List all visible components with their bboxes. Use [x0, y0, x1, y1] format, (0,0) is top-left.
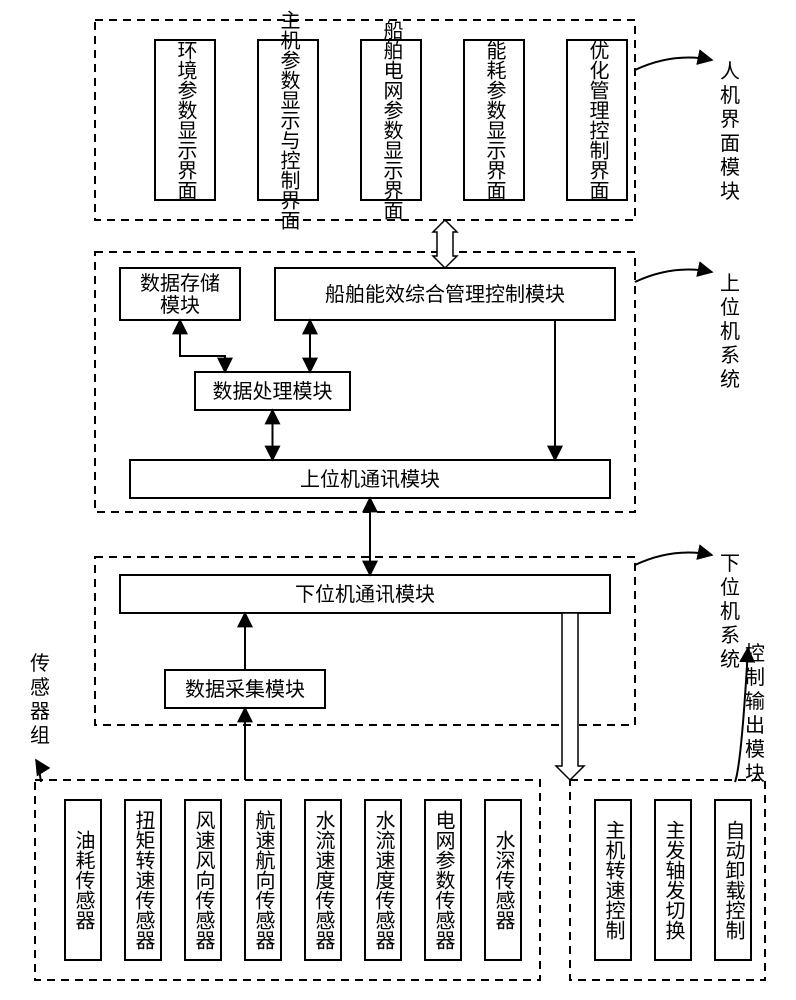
- svg-text:块: 块: [745, 762, 765, 785]
- sensor-label-3: 航速航向传感器: [252, 810, 275, 950]
- svg-text:机: 机: [720, 84, 740, 107]
- control-label-1: 主发轴发切换: [662, 820, 685, 940]
- svg-text:系: 系: [720, 344, 740, 367]
- svg-text:组: 组: [30, 724, 50, 747]
- control-label-0: 主机转速控制: [602, 820, 625, 940]
- svg-text:出: 出: [745, 714, 765, 737]
- data-storage-label: 模块: [160, 294, 200, 317]
- control-label-2: 自动卸载控制: [722, 820, 745, 940]
- hmi-item-label-3: 能耗参数显示界面: [483, 40, 506, 200]
- upper-comm-label: 上位机通讯模块: [300, 468, 440, 491]
- data-proc-label: 数据处理模块: [213, 380, 333, 403]
- system-diagram: 环境参数显示界面 主机参数显示与控制界面 船舶电网参数显示界面 能耗参数显示界面 优化管…: [0, 0, 796, 1000]
- svg-text:块: 块: [720, 180, 740, 203]
- sensor-group-frame: [35, 780, 540, 980]
- svg-text:统: 统: [720, 648, 740, 671]
- sensor-label-1: 扭矩转速传感器: [132, 810, 155, 950]
- hmi-item-label-4: 优化管理控制界面: [586, 40, 609, 200]
- data-acq-label: 数据采集模块: [185, 678, 305, 701]
- sensor-label-7: 水深传感器: [492, 830, 515, 930]
- svg-text:输: 输: [745, 690, 765, 713]
- hmi-item-label-1: 主机参数显示与控制界面: [277, 10, 300, 230]
- svg-text:面: 面: [720, 133, 740, 155]
- svg-text:模: 模: [720, 156, 740, 179]
- sensor-label-6: 电网参数传感器: [432, 810, 455, 950]
- svg-text:界: 界: [720, 109, 740, 131]
- lower-comm-label: 下位机通讯模块: [295, 583, 435, 606]
- svg-text:器: 器: [30, 701, 50, 723]
- svg-text:系: 系: [720, 624, 740, 647]
- hmi-item-label-2: 船舶电网参数显示界面: [380, 20, 403, 220]
- sensor-label-2: 风速风向传感器: [192, 810, 215, 950]
- label-hmi-module: 人: [720, 60, 740, 83]
- sensor-label-0: 油耗传感器: [72, 830, 95, 930]
- svg-text:统: 统: [720, 368, 740, 391]
- svg-text:位: 位: [720, 576, 740, 599]
- mgmt-ctrl-label: 船舶能效综合管理控制模块: [325, 283, 565, 306]
- sensor-label-5: 水流速度传感器: [372, 810, 395, 950]
- label-lower-system: 下: [720, 553, 740, 575]
- label-sensor-group: 传: [30, 652, 50, 675]
- svg-text:感: 感: [30, 676, 50, 699]
- svg-text:位: 位: [720, 296, 740, 319]
- label-upper-system: 上: [720, 272, 740, 295]
- svg-text:模: 模: [745, 738, 765, 761]
- svg-text:机: 机: [720, 600, 740, 623]
- svg-text:数据存储: 数据存储: [140, 272, 220, 295]
- hmi-item-label-0: 环境参数显示界面: [174, 40, 197, 200]
- svg-text:机: 机: [720, 320, 740, 343]
- sensor-label-4: 水流速度传感器: [312, 810, 335, 950]
- svg-text:制: 制: [745, 666, 765, 689]
